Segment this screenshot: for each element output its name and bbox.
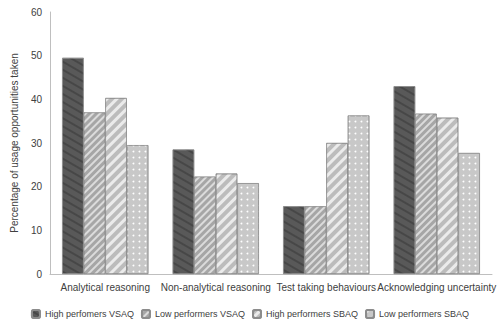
svg-text:Test taking behaviours: Test taking behaviours (276, 282, 376, 293)
svg-text:Percentage of usage opportunit: Percentage of usage opportunities taken (9, 53, 20, 233)
svg-text:10: 10 (31, 225, 43, 236)
svg-text:Low performers SBAQ: Low performers SBAQ (379, 309, 469, 319)
svg-text:Low performers VSAQ: Low performers VSAQ (155, 309, 245, 319)
svg-text:60: 60 (31, 7, 43, 18)
svg-text:20: 20 (31, 181, 43, 192)
svg-text:High perfomers VSAQ: High perfomers VSAQ (45, 309, 134, 319)
svg-text:0: 0 (36, 269, 42, 280)
svg-text:Acknowledging uncertainty: Acknowledging uncertainty (377, 282, 496, 293)
svg-text:High performers SBAQ: High performers SBAQ (266, 309, 358, 319)
svg-text:Non-analytical reasoning: Non-analytical reasoning (161, 282, 271, 293)
svg-text:Analytical reasoning: Analytical reasoning (61, 282, 151, 293)
svg-text:40: 40 (31, 94, 43, 105)
svg-text:50: 50 (31, 50, 43, 61)
svg-text:30: 30 (31, 138, 43, 149)
